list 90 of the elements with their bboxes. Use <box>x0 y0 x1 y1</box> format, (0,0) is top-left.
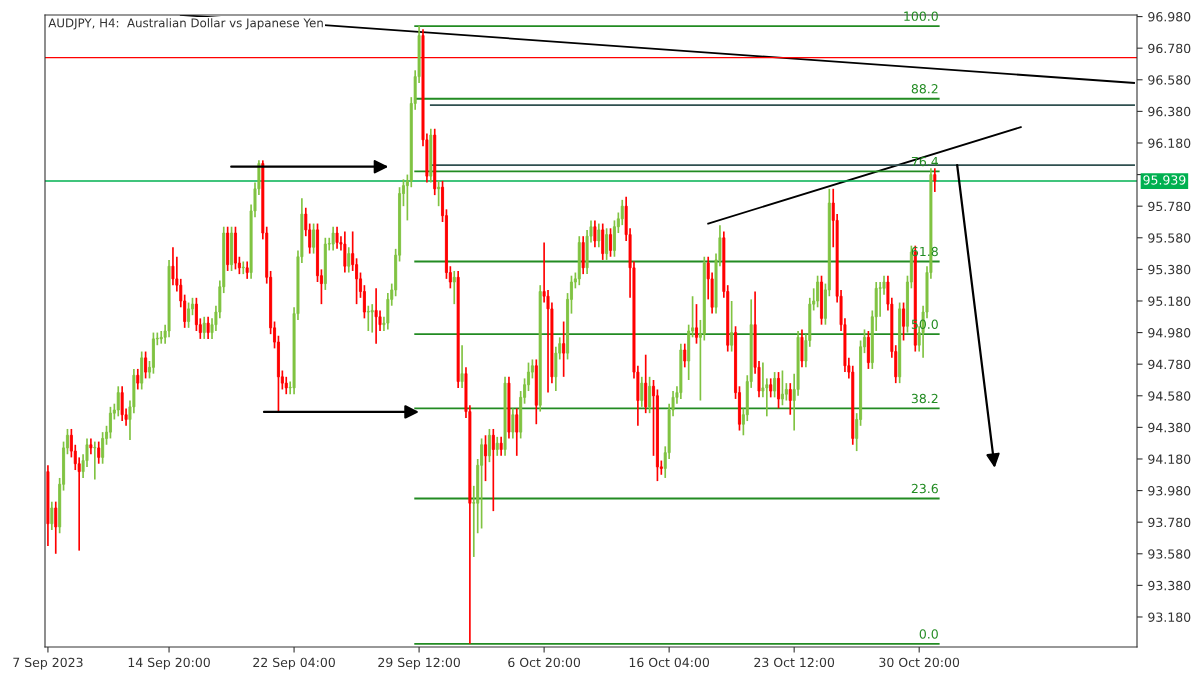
y-tick-label: 94.180 <box>1148 454 1191 464</box>
candlestick <box>108 406 112 440</box>
candlestick <box>101 431 105 465</box>
y-tick-label: 96.780 <box>1148 43 1191 54</box>
candlestick <box>820 274 824 326</box>
y-tick-label: 95.580 <box>1148 233 1191 243</box>
ref-line-label: 95.939 <box>1143 175 1186 185</box>
series-label: 88.2 <box>911 84 938 94</box>
candlestick <box>460 344 464 389</box>
x-tick-label: 14 Sep 20:00 <box>128 657 210 670</box>
candlestick <box>93 440 97 481</box>
candlestick <box>136 368 140 391</box>
candlestick <box>683 342 687 369</box>
candlestick <box>202 315 206 340</box>
candlestick <box>648 375 652 414</box>
x-tick-label: 30 Oct 20:00 <box>879 657 960 668</box>
y-tick-label: 93.580 <box>1148 549 1191 559</box>
candlestick <box>640 375 644 408</box>
candlestick <box>495 436 499 457</box>
candlestick <box>50 500 54 531</box>
y-tick-label: 95.380 <box>1148 264 1191 275</box>
y-tick-label: 93.980 <box>1148 486 1191 496</box>
candlestick <box>374 287 378 345</box>
y-tick-label: 95.180 <box>1148 296 1191 306</box>
candlestick <box>933 167 937 193</box>
y-tick-label: 94.380 <box>1148 422 1191 433</box>
series-label: 0.0 <box>919 629 938 639</box>
candlestick <box>777 371 781 410</box>
candlestick <box>780 369 784 407</box>
candlestick <box>116 385 120 418</box>
y-tick-label: 95.780 <box>1148 201 1191 212</box>
x-tick-label: 23 Oct 12:00 <box>754 657 835 668</box>
candlestick <box>491 428 495 512</box>
candlestick <box>601 222 605 261</box>
y-tick-label: 94.580 <box>1148 391 1191 401</box>
candlestick <box>800 328 804 369</box>
candlestick <box>54 500 58 555</box>
series-label: 100.0 <box>904 11 938 21</box>
candlestick <box>769 377 773 399</box>
y-tick-label: 96.180 <box>1148 138 1191 148</box>
candlestick <box>343 230 347 274</box>
y-tick-label: 93.780 <box>1148 517 1191 528</box>
candlestick <box>484 434 488 482</box>
y-tick-label: 94.980 <box>1148 328 1191 338</box>
candlestick <box>902 301 906 342</box>
candlestick <box>605 227 609 261</box>
candlestick <box>480 437 484 530</box>
x-tick-label: 6 Oct 20:00 <box>508 657 581 668</box>
y-tick-label: 96.980 <box>1148 12 1191 22</box>
candlestick <box>347 246 351 274</box>
candlestick <box>366 304 370 332</box>
y-tick-label: 93.380 <box>1148 580 1191 591</box>
candlestick <box>499 436 503 457</box>
candlestick <box>515 407 519 457</box>
candlestick <box>609 227 613 258</box>
series-label: 38.2 <box>911 393 938 404</box>
candlestick <box>597 222 601 249</box>
candlestick <box>331 225 335 252</box>
x-tick-label: 22 Sep 04:00 <box>253 657 335 670</box>
x-tick-label: 7 Sep 2023 <box>13 657 83 670</box>
candlestick <box>644 353 648 414</box>
candlestick <box>452 270 456 305</box>
candlestick <box>612 219 616 258</box>
candlestick <box>370 303 374 334</box>
candlestick <box>773 371 777 399</box>
y-tick-label: 96.580 <box>1148 75 1191 85</box>
candlestick <box>816 274 820 309</box>
candlestick <box>144 350 148 380</box>
candlestick <box>730 300 734 353</box>
candlestick <box>788 382 792 416</box>
candlestick <box>312 222 316 255</box>
y-tick-label: 94.780 <box>1148 359 1191 370</box>
y-tick-label: 93.180 <box>1148 612 1191 622</box>
chart-title: AUDJPY, H4: Australian Dollar vs Japanese Yen <box>48 18 323 30</box>
series-label: 23.6 <box>911 483 938 494</box>
candlestick <box>694 303 698 345</box>
x-tick-label: 16 Oct 04:00 <box>629 657 710 668</box>
candlestick <box>511 407 515 440</box>
y-tick-label: 96.380 <box>1148 106 1191 117</box>
candlestick <box>620 199 624 226</box>
candlestick <box>206 315 210 340</box>
candlestick <box>120 385 124 422</box>
candlestick <box>316 222 320 283</box>
candlestick <box>187 301 191 329</box>
candlestick <box>335 225 339 250</box>
candlestick <box>487 428 491 463</box>
candlestick <box>562 320 566 378</box>
x-tick-label: 29 Sep 12:00 <box>378 657 460 670</box>
candlestick <box>593 219 597 249</box>
candlestick <box>97 440 101 465</box>
